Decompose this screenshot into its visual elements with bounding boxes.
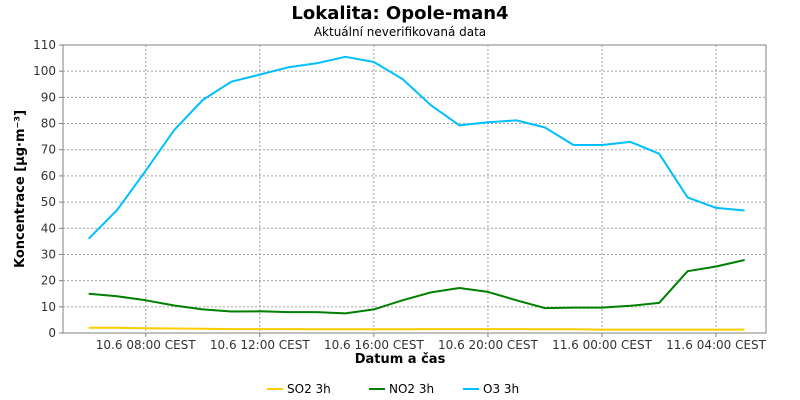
x-axis-label: Datum a čas [355, 352, 446, 367]
y-tick-label: 10 [41, 300, 56, 314]
y-ticks: 0 10 20 30 40 50 60 70 80 90 100 110 [33, 38, 63, 340]
y-tick-label: 20 [41, 274, 56, 288]
legend-item: SO2 3h [287, 382, 331, 396]
y-tick-label: 30 [41, 247, 56, 261]
y-tick-label: 110 [33, 38, 56, 52]
chart-title: Lokalita: Opole-man4 [291, 3, 508, 24]
chart-subtitle: Aktuální neverifikovaná data [314, 25, 486, 39]
y-tick-label: 100 [33, 64, 56, 78]
y-tick-label: 90 [41, 90, 56, 104]
series-lines [87, 55, 745, 331]
y-tick-label: 70 [41, 143, 56, 157]
legend-item: O3 3h [483, 382, 519, 396]
x-tick-label: 10.6 16:00 CEST [324, 338, 425, 352]
y-axis-label: Koncentrace [µg·m⁻³] [13, 110, 28, 268]
y-tick-label: 50 [41, 195, 56, 209]
series-line-1 [88, 259, 745, 315]
y-tick-label: 60 [41, 169, 56, 183]
legend: SO2 3h NO2 3h O3 3h [267, 382, 519, 396]
legend-item: NO2 3h [389, 382, 434, 396]
plot-area [62, 44, 767, 334]
x-tick-label: 10.6 20:00 CEST [438, 338, 539, 352]
x-tick-label: 10.6 12:00 CEST [210, 338, 311, 352]
x-tick-label: 11.6 00:00 CEST [552, 338, 653, 352]
x-tick-label: 11.6 04:00 CEST [666, 338, 767, 352]
series-line-0 [88, 326, 745, 331]
series-line-2 [87, 55, 745, 240]
x-tick-label: 10.6 08:00 CEST [96, 338, 197, 352]
y-tick-label: 40 [41, 221, 56, 235]
x-ticks: 10.6 08:00 CEST 10.6 12:00 CEST 10.6 16:00… [96, 333, 767, 352]
y-tick-label: 80 [41, 117, 56, 131]
y-tick-label: 0 [48, 326, 56, 340]
